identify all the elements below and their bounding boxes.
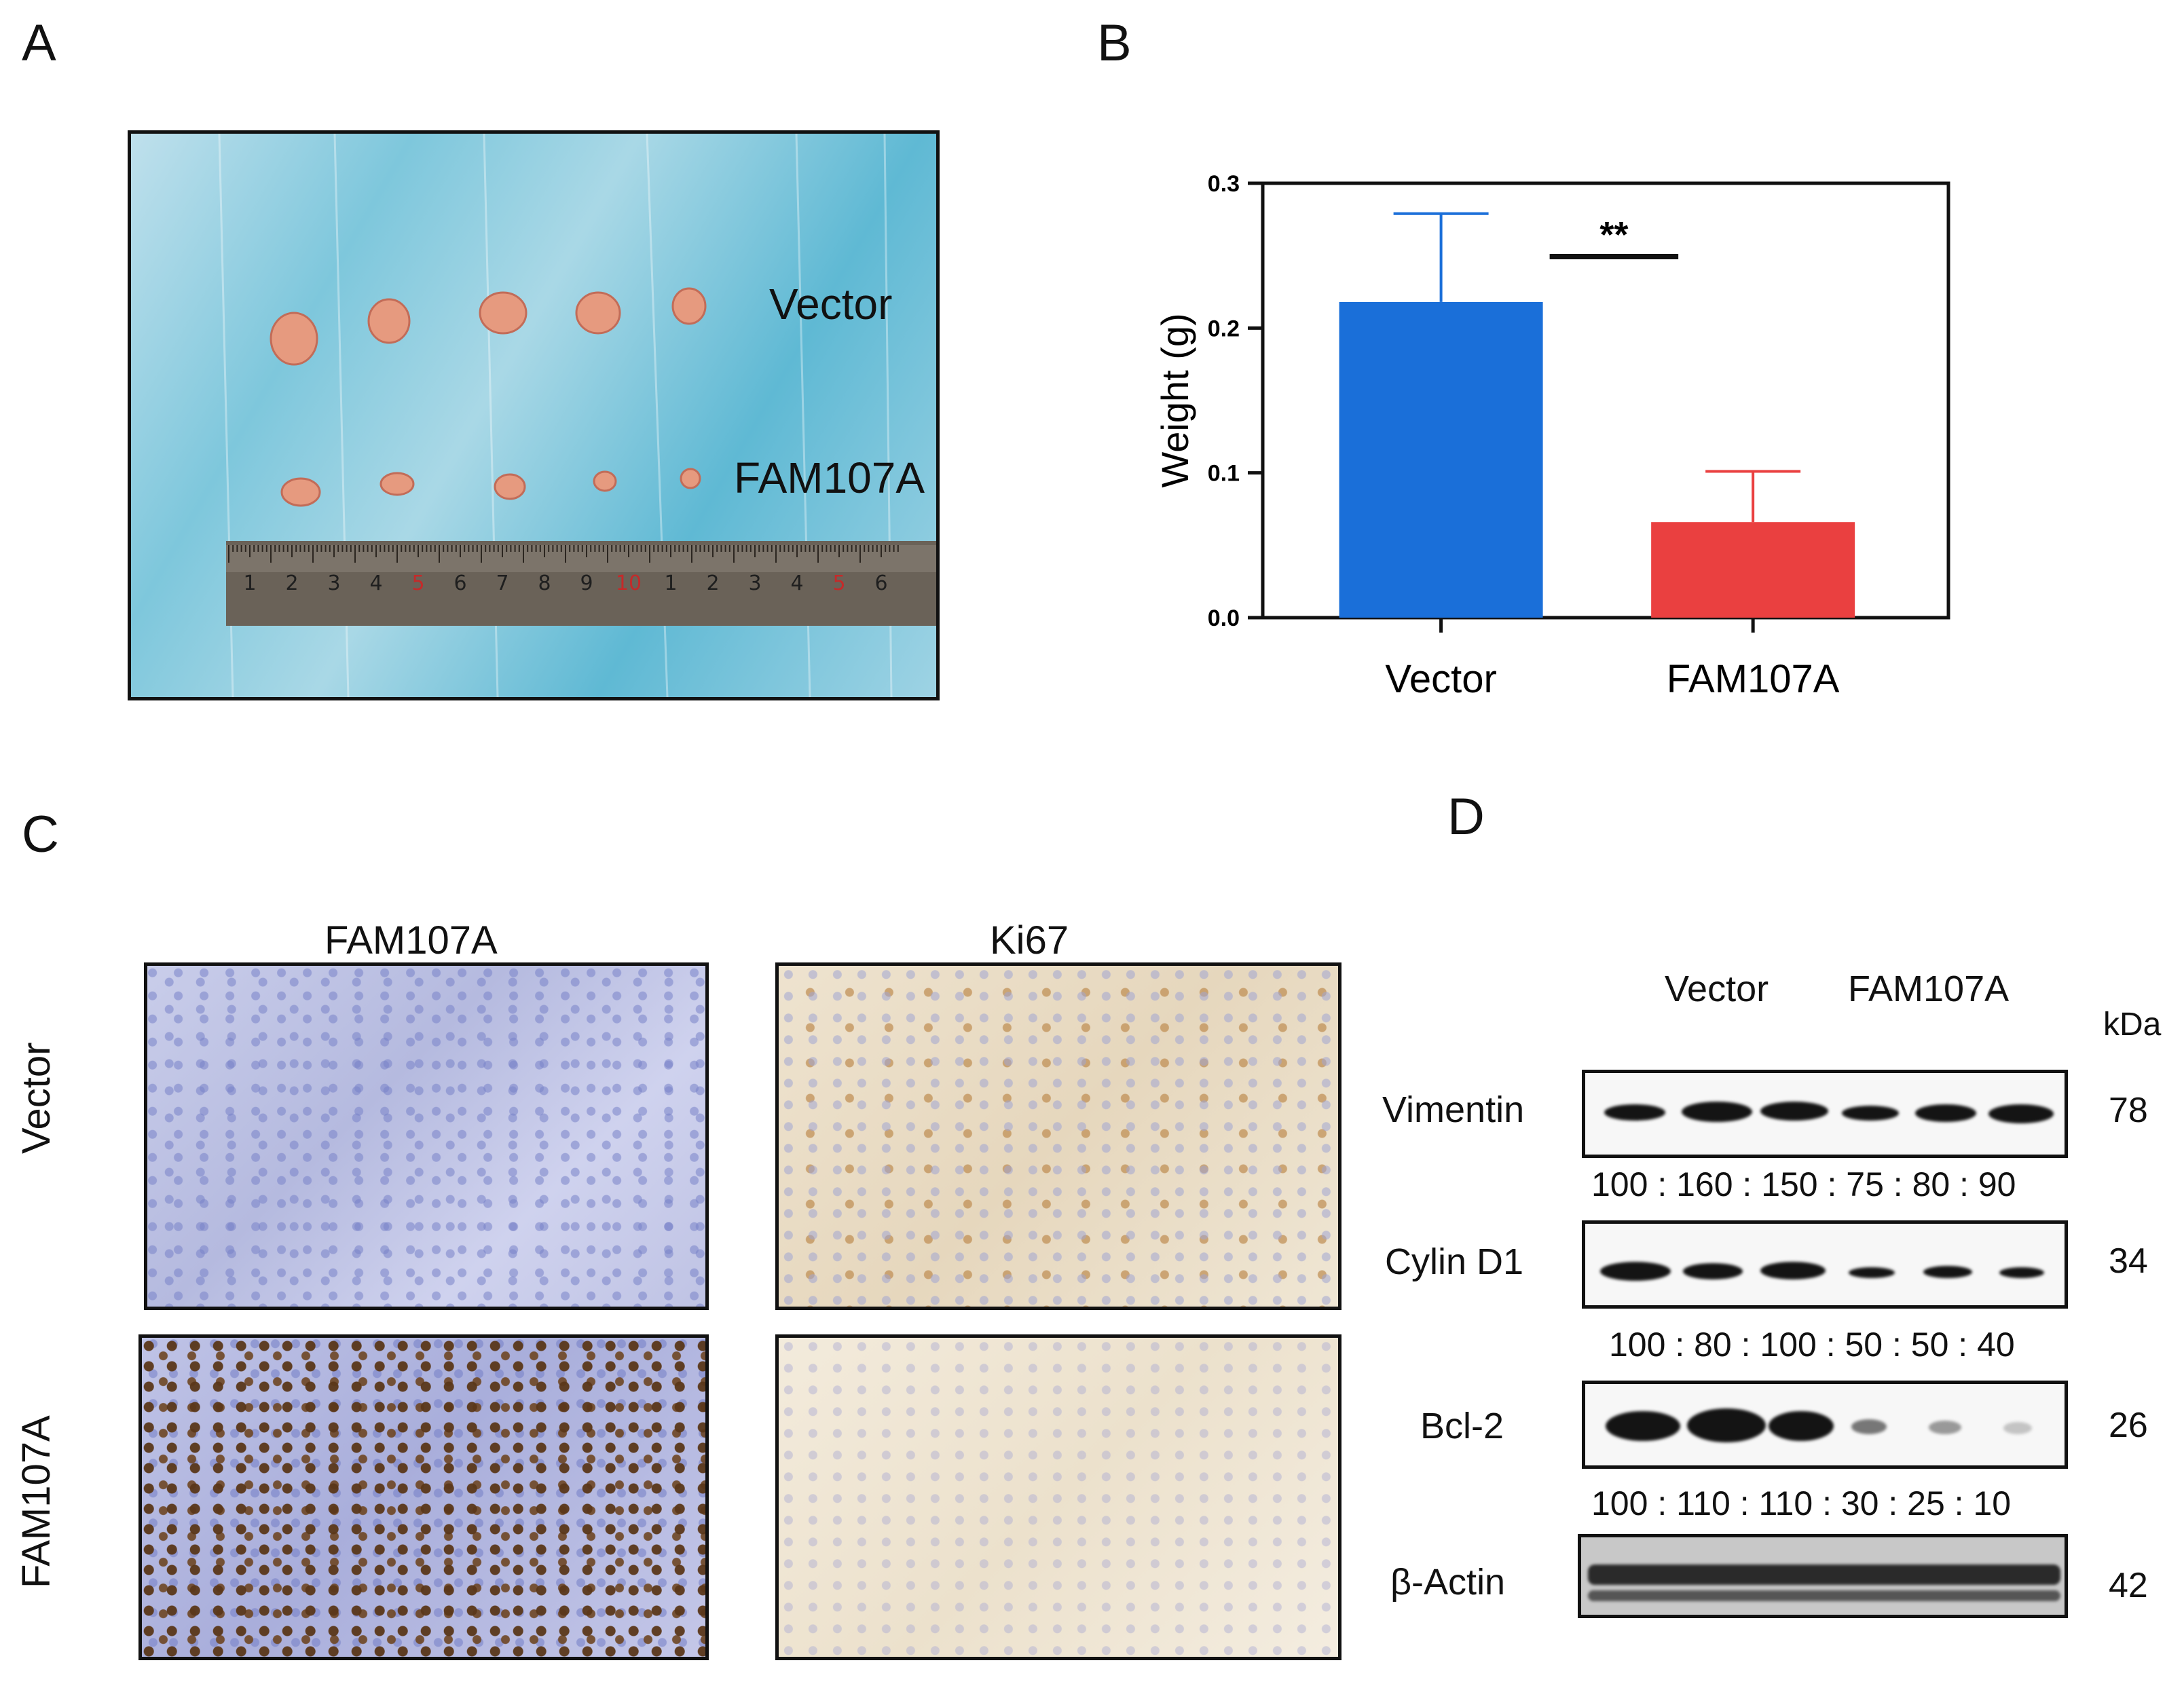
tumor-photo: 1 2 3 4 5 6 7 8 9 10 1 2 3 4 5 6 Vector FAM107A [128, 130, 940, 700]
wb-kda-unit: kDa [2103, 1007, 2162, 1043]
wb-group-vector: Vector [1665, 969, 1769, 1009]
y-tick-label: 0.2 [1208, 316, 1240, 341]
bar-vector [1339, 301, 1543, 618]
ruler-number: 10 [616, 572, 642, 595]
wb-protein-vimentin: Vimentin [1382, 1089, 1525, 1130]
x-tick-label: Vector [1385, 657, 1496, 701]
bar-fam107a [1651, 522, 1855, 618]
wb-ratio-cylind1: 100 : 80 : 100 : 50 : 50 : 40 [1609, 1326, 2015, 1364]
vector-tumors [270, 287, 707, 366]
y-tick-label: 0.1 [1208, 461, 1240, 487]
wb-blot-actin [1578, 1534, 2068, 1618]
ruler-number: 5 [832, 572, 845, 595]
fam107a-tumors [280, 468, 701, 507]
ruler-number: 2 [285, 572, 298, 595]
y-tick-label: 0.0 [1208, 605, 1240, 631]
panel-d-letter: D [1447, 788, 1485, 846]
y-axis-label: Weight (g) [1153, 313, 1196, 487]
ihc-col-label-ki67: Ki67 [990, 918, 1069, 962]
panel-c-letter: C [22, 806, 59, 863]
ruler-number: 1 [243, 572, 256, 595]
wb-protein-cylind1: Cylin D1 [1385, 1241, 1524, 1282]
ruler-number: 4 [369, 572, 382, 595]
wb-group-fam107a: FAM107A [1848, 969, 2010, 1009]
ruler-number: 4 [790, 572, 803, 595]
wb-kda-bcl2: 26 [2109, 1406, 2148, 1445]
wb-ratio-bcl2: 100 : 110 : 110 : 30 : 25 : 10 [1591, 1484, 2012, 1522]
ruler-number: 2 [706, 572, 719, 595]
ruler-number: 9 [580, 572, 593, 595]
wb-blot-vimentin [1582, 1070, 2068, 1158]
x-tick-label: FAM107A [1667, 657, 1840, 701]
wb-kda-actin: 42 [2109, 1566, 2148, 1605]
wb-protein-actin: β-Actin [1390, 1562, 1506, 1603]
ruler-number: 6 [454, 572, 466, 595]
weight-bar-chart: 0.0 0.1 0.2 0.3 Weight (g) Vector FAM107A ** [1153, 171, 1950, 701]
ruler-number: 6 [874, 572, 887, 595]
wb-protein-bcl2: Bcl-2 [1420, 1406, 1504, 1446]
wb-kda-vimentin: 78 [2109, 1091, 2148, 1130]
panel-b-letter: B [1097, 14, 1132, 72]
ruler-number: 3 [748, 572, 761, 595]
panel-a-letter: A [22, 14, 56, 72]
ruler-number: 1 [664, 572, 677, 595]
ihc-col-label-fam107a: FAM107A [325, 918, 498, 962]
ihc-vector-ki67-image [775, 962, 1341, 1310]
ruler-number: 5 [411, 572, 424, 595]
wb-ratio-vimentin: 100 : 160 : 150 : 75 : 80 : 90 [1591, 1165, 2016, 1203]
ihc-fam107a-ki67-image [775, 1334, 1341, 1660]
ihc-row-label-fam107a: FAM107A [14, 1415, 58, 1588]
plot-frame [1261, 181, 1950, 620]
wb-blot-bcl2 [1582, 1381, 2068, 1469]
ruler-number: 8 [538, 572, 551, 595]
wb-kda-cylind1: 34 [2109, 1241, 2148, 1281]
significance-label: ** [1599, 214, 1628, 255]
wb-blot-cylind1 [1582, 1220, 2068, 1309]
ihc-vector-fam107a-image [144, 962, 709, 1310]
photo-label-vector: Vector [769, 280, 893, 329]
photo-label-fam107a: FAM107A [734, 453, 925, 502]
ruler-number: 3 [327, 572, 340, 595]
ruler-number: 7 [496, 572, 508, 595]
ihc-row-label-vector: Vector [14, 1042, 58, 1154]
y-tick-label: 0.3 [1208, 171, 1240, 197]
ihc-fam107a-fam107a-image [138, 1334, 709, 1660]
